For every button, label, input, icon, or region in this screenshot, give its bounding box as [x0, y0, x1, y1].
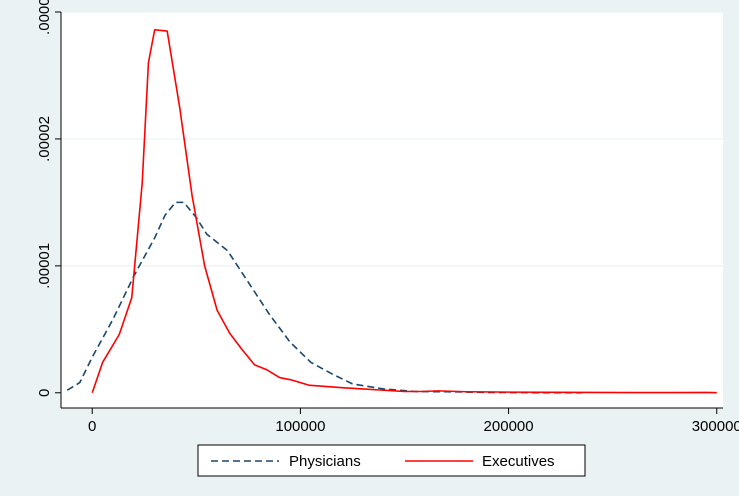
x-tick-label-3: 300000 [692, 418, 739, 435]
legend-box [197, 444, 586, 477]
legend-label-physicians: Physicians [289, 453, 361, 470]
series-lines [66, 28, 717, 394]
axes: 0 .00001 .00002 .00003 0 100000 200000 300000 [36, 0, 739, 435]
x-tick-label-2: 200000 [484, 418, 534, 435]
grid-lines [61, 11, 723, 267]
y-tick-label-3: .00003 [36, 0, 53, 35]
y-tick-label-0: 0 [36, 389, 53, 397]
series-line-physicians [66, 201, 582, 394]
y-tick-label-2: .00002 [36, 116, 53, 162]
x-tick-label-0: 0 [88, 418, 96, 435]
y-tick-label-1: .00001 [36, 243, 53, 289]
plot-area [61, 12, 723, 408]
legend-label-executives: Executives [482, 453, 555, 470]
x-tick-label-1: 100000 [275, 418, 325, 435]
series-line-executives [91, 28, 717, 394]
legend: Physicians Executives [197, 444, 586, 477]
